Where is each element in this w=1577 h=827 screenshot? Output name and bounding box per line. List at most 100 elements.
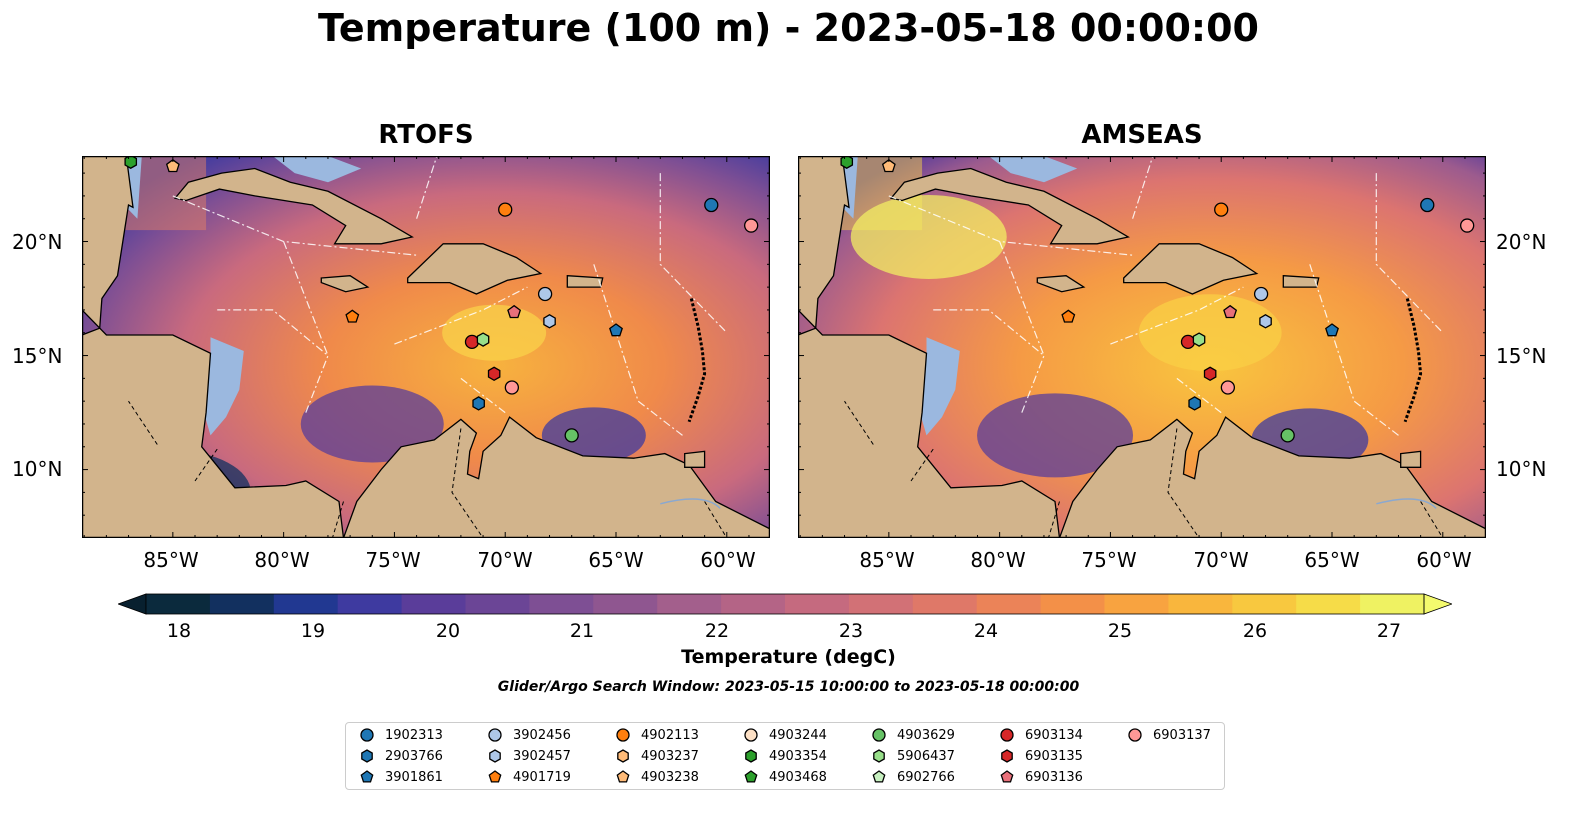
eez-boundary [1176, 377, 1222, 414]
colorbar-bin [1232, 594, 1297, 614]
land-puertorico [566, 275, 604, 288]
temperature-anomaly [977, 393, 1134, 478]
float-5906437 [1192, 332, 1206, 347]
legend-item-5906437: 5906437 [870, 746, 955, 766]
land-cuba [173, 167, 414, 245]
lon-label-right-85w: 85°W [859, 548, 915, 572]
shelf-bahamas [272, 156, 362, 183]
legend-label: 6903135 [1025, 748, 1083, 764]
country-border [1047, 501, 1060, 538]
colorbar-bin [1168, 594, 1233, 614]
country-border [331, 501, 344, 538]
legend-marker-circle [1128, 728, 1142, 742]
land-hispaniola [407, 243, 543, 295]
float-6903134 [1180, 334, 1196, 350]
land-jamaica [1036, 275, 1086, 293]
float-6903137 [1460, 218, 1475, 233]
float-4901719 [345, 309, 360, 323]
float-4903238 [881, 158, 896, 173]
colorbar-tick-22: 22 [704, 620, 730, 642]
legend-label: 4901719 [513, 769, 571, 785]
legend-label: 6903137 [1153, 727, 1211, 743]
shelf-nicaragua [203, 337, 244, 436]
float-2903766 [472, 396, 485, 411]
legend-marker [360, 770, 374, 783]
country-border [451, 428, 484, 538]
float-4902113 [1214, 202, 1229, 217]
lon-label-right-80w: 80°W [970, 548, 1026, 572]
colorbar-tick-21: 21 [569, 620, 595, 642]
float-6903136 [1223, 304, 1238, 319]
colorbar-bin [1360, 594, 1425, 614]
legend-label: 4903244 [769, 727, 827, 743]
eez-boundary [659, 173, 728, 334]
float-6903135 [1203, 366, 1217, 382]
country-border [844, 400, 874, 445]
lat-label-left-20n: 20°N [12, 230, 63, 254]
legend-item-6903137: 6903137 [1126, 725, 1211, 745]
eez-boundary [593, 264, 683, 436]
legend-item-1902313: 1902313 [358, 725, 443, 745]
land-puertorico [1282, 275, 1320, 288]
colorbar-bin [529, 594, 594, 614]
float-legend: 1902313 2903766 3901861 3902456 3902457 49017… [345, 722, 1225, 790]
temperature-anomaly [1138, 294, 1282, 372]
colorbar-frame [145, 593, 1425, 615]
legend-marker [1000, 770, 1014, 783]
legend-marker-hexagon [361, 749, 373, 763]
colorbar-bin [401, 594, 466, 614]
legend-marker [1128, 728, 1142, 742]
legend-marker-pentagon [616, 770, 630, 783]
lat-label-right-10n: 10°N [1496, 457, 1547, 481]
legend-marker [872, 770, 886, 783]
colorbar-extend-low [118, 593, 147, 615]
lat-label-left-15n: 15°N [12, 344, 63, 368]
lat-label-right-20n: 20°N [1496, 230, 1547, 254]
float-1902313 [704, 197, 719, 213]
rtofs-map [82, 156, 770, 538]
float-3901861 [609, 323, 623, 337]
float-6903137 [744, 218, 759, 233]
colorbar-bin [721, 594, 786, 614]
lon-label-left-70w: 70°W [477, 548, 533, 572]
eez-boundary [217, 309, 329, 357]
legend-item-2903766: 2903766 [358, 746, 443, 766]
temperature-anomaly [442, 304, 547, 361]
legend-marker-circle [744, 728, 758, 742]
search-window-caption: Glider/Argo Search Window: 2023-05-15 10… [497, 679, 1080, 695]
colorbar-tick-26: 26 [1242, 620, 1268, 642]
legend-label: 6902766 [897, 769, 955, 785]
float-6903136 [507, 304, 522, 319]
legend-marker-hexagon [745, 749, 757, 763]
colorbar-bin [912, 594, 978, 614]
legend-marker-pentagon [872, 770, 886, 783]
eez-boundary [460, 377, 506, 414]
float-6903134 [464, 334, 480, 350]
float-1902313 [1420, 197, 1435, 213]
eez-boundary [416, 156, 438, 219]
amseas-map [798, 156, 1486, 538]
legend-marker [616, 728, 630, 742]
land-centralAmerica [798, 156, 1061, 538]
legend-marker-circle [360, 728, 374, 742]
legend-label: 4903468 [769, 769, 827, 785]
lon-label-left-60w: 60°W [700, 548, 756, 572]
country-border [1167, 428, 1200, 538]
legend-marker-pentagon [360, 770, 374, 783]
legend-marker-hexagon [617, 749, 629, 763]
colorbar-bin [593, 594, 658, 614]
map-frame [798, 156, 1486, 538]
shelf-nicaragua [919, 337, 960, 436]
colorbar-bin [657, 594, 722, 614]
legend-item-6903134: 6903134 [998, 725, 1083, 745]
float-6903135 [487, 366, 501, 382]
colorbar-bin [465, 594, 530, 614]
panel-title-rtofs: RTOFS [378, 120, 474, 150]
float-4903629 [564, 428, 579, 443]
colorbar-bin [1040, 594, 1105, 614]
legend-item-3902456: 3902456 [486, 725, 571, 745]
colorbar-bin [273, 594, 339, 614]
legend-marker [361, 749, 373, 763]
colorbar-bin [848, 594, 914, 614]
country-border [704, 501, 728, 538]
